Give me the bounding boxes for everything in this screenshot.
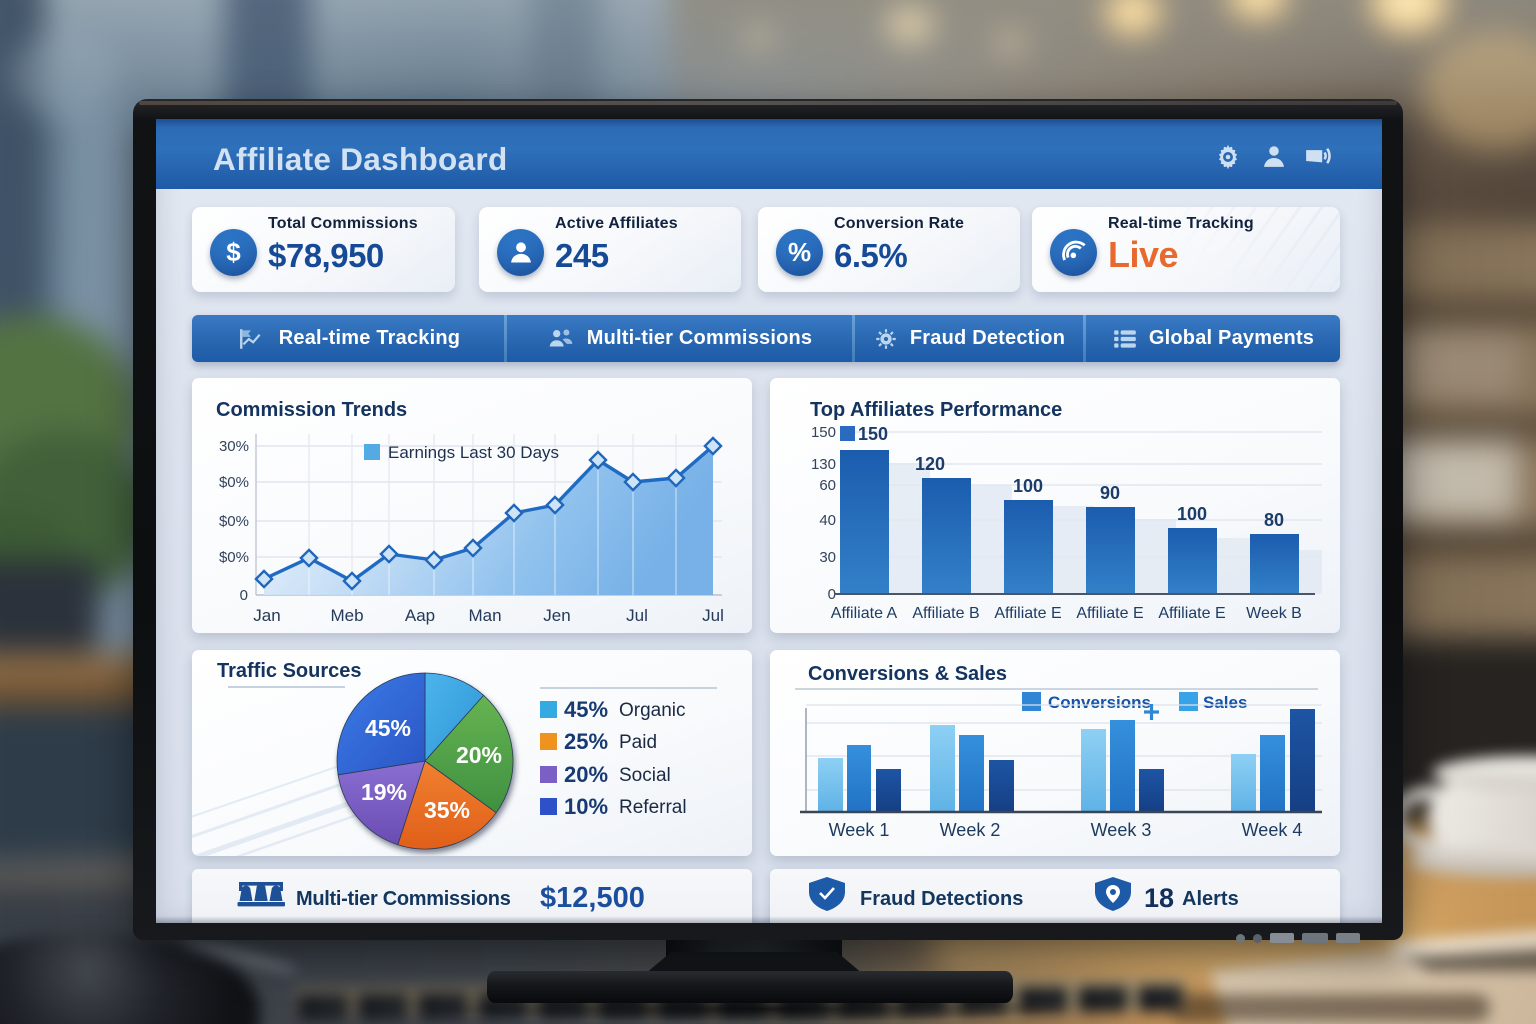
svg-text:$0%: $0% [219, 513, 249, 530]
svg-text:0: 0 [240, 587, 248, 604]
svg-text:Jen: Jen [543, 606, 570, 625]
svg-text:Meb: Meb [330, 606, 363, 625]
svg-text:Affiliate A: Affiliate A [831, 605, 898, 622]
svg-text:130: 130 [811, 456, 836, 473]
svg-text:Referral: Referral [619, 797, 687, 818]
svg-text:Week 2: Week 2 [940, 820, 1001, 840]
svg-text:35%: 35% [424, 797, 470, 823]
svg-text:Earnings Last 30 Days: Earnings Last 30 Days [388, 443, 559, 462]
svg-text:45%: 45% [564, 697, 608, 722]
svg-text:Sales: Sales [1203, 693, 1247, 712]
svg-text:Jul: Jul [626, 606, 648, 625]
svg-text:30: 30 [819, 549, 836, 566]
svg-text:120: 120 [915, 454, 945, 474]
svg-text:Affiliate E: Affiliate E [1158, 605, 1225, 622]
svg-text:Conversions & Sales: Conversions & Sales [808, 663, 1007, 685]
svg-text:$12,500: $12,500 [540, 882, 645, 914]
svg-text:Man: Man [468, 606, 501, 625]
svg-text:20%: 20% [456, 742, 502, 768]
svg-text:$0%: $0% [219, 549, 249, 566]
svg-text:30%: 30% [219, 438, 249, 455]
svg-text:100: 100 [1013, 476, 1043, 496]
svg-text:80: 80 [1264, 510, 1284, 530]
svg-text:45%: 45% [365, 715, 411, 741]
svg-text:Affiliate E: Affiliate E [1076, 605, 1143, 622]
svg-text:Week 4: Week 4 [1242, 820, 1303, 840]
svg-text:Affiliate E: Affiliate E [994, 605, 1061, 622]
svg-text:Fraud Detections: Fraud Detections [860, 888, 1023, 910]
svg-text:Week B: Week B [1246, 605, 1302, 622]
svg-text:Commission Trends: Commission Trends [216, 399, 407, 421]
svg-text:25%: 25% [564, 729, 608, 754]
svg-text:Multi-tier Commissions: Multi-tier Commissions [296, 888, 511, 910]
svg-text:150: 150 [811, 424, 836, 441]
svg-text:Week 3: Week 3 [1091, 820, 1152, 840]
svg-text:150: 150 [858, 424, 888, 444]
svg-text:20%: 20% [564, 762, 608, 787]
svg-text:40: 40 [819, 512, 836, 529]
svg-text:Organic: Organic [619, 700, 686, 721]
svg-text:Alerts: Alerts [1182, 888, 1239, 910]
svg-text:0: 0 [828, 586, 836, 603]
svg-text:Affiliate B: Affiliate B [912, 605, 979, 622]
svg-text:$0%: $0% [219, 474, 249, 491]
svg-text:Week 1: Week 1 [829, 820, 890, 840]
svg-text:18: 18 [1144, 883, 1174, 913]
svg-text:Traffic Sources: Traffic Sources [217, 660, 362, 682]
svg-text:100: 100 [1177, 504, 1207, 524]
svg-text:Aap: Aap [405, 606, 435, 625]
svg-text:Jan: Jan [253, 606, 280, 625]
svg-text:Top Affiliates Performance: Top Affiliates Performance [810, 399, 1062, 421]
svg-text:19%: 19% [361, 779, 407, 805]
svg-text:Paid: Paid [619, 732, 657, 753]
svg-text:Conversions: Conversions [1048, 693, 1151, 712]
svg-text:Social: Social [619, 765, 671, 786]
svg-text:90: 90 [1100, 483, 1120, 503]
svg-text:Jul: Jul [702, 606, 724, 625]
svg-text:10%: 10% [564, 794, 608, 819]
svg-text:60: 60 [819, 477, 836, 494]
